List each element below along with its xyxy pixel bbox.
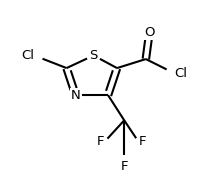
Text: Cl: Cl [175, 67, 188, 80]
Text: O: O [144, 25, 155, 39]
Text: F: F [120, 160, 128, 173]
Text: F: F [139, 135, 146, 148]
Text: N: N [71, 89, 80, 102]
Text: F: F [97, 135, 104, 148]
Text: S: S [89, 49, 98, 62]
Text: Cl: Cl [21, 49, 34, 62]
